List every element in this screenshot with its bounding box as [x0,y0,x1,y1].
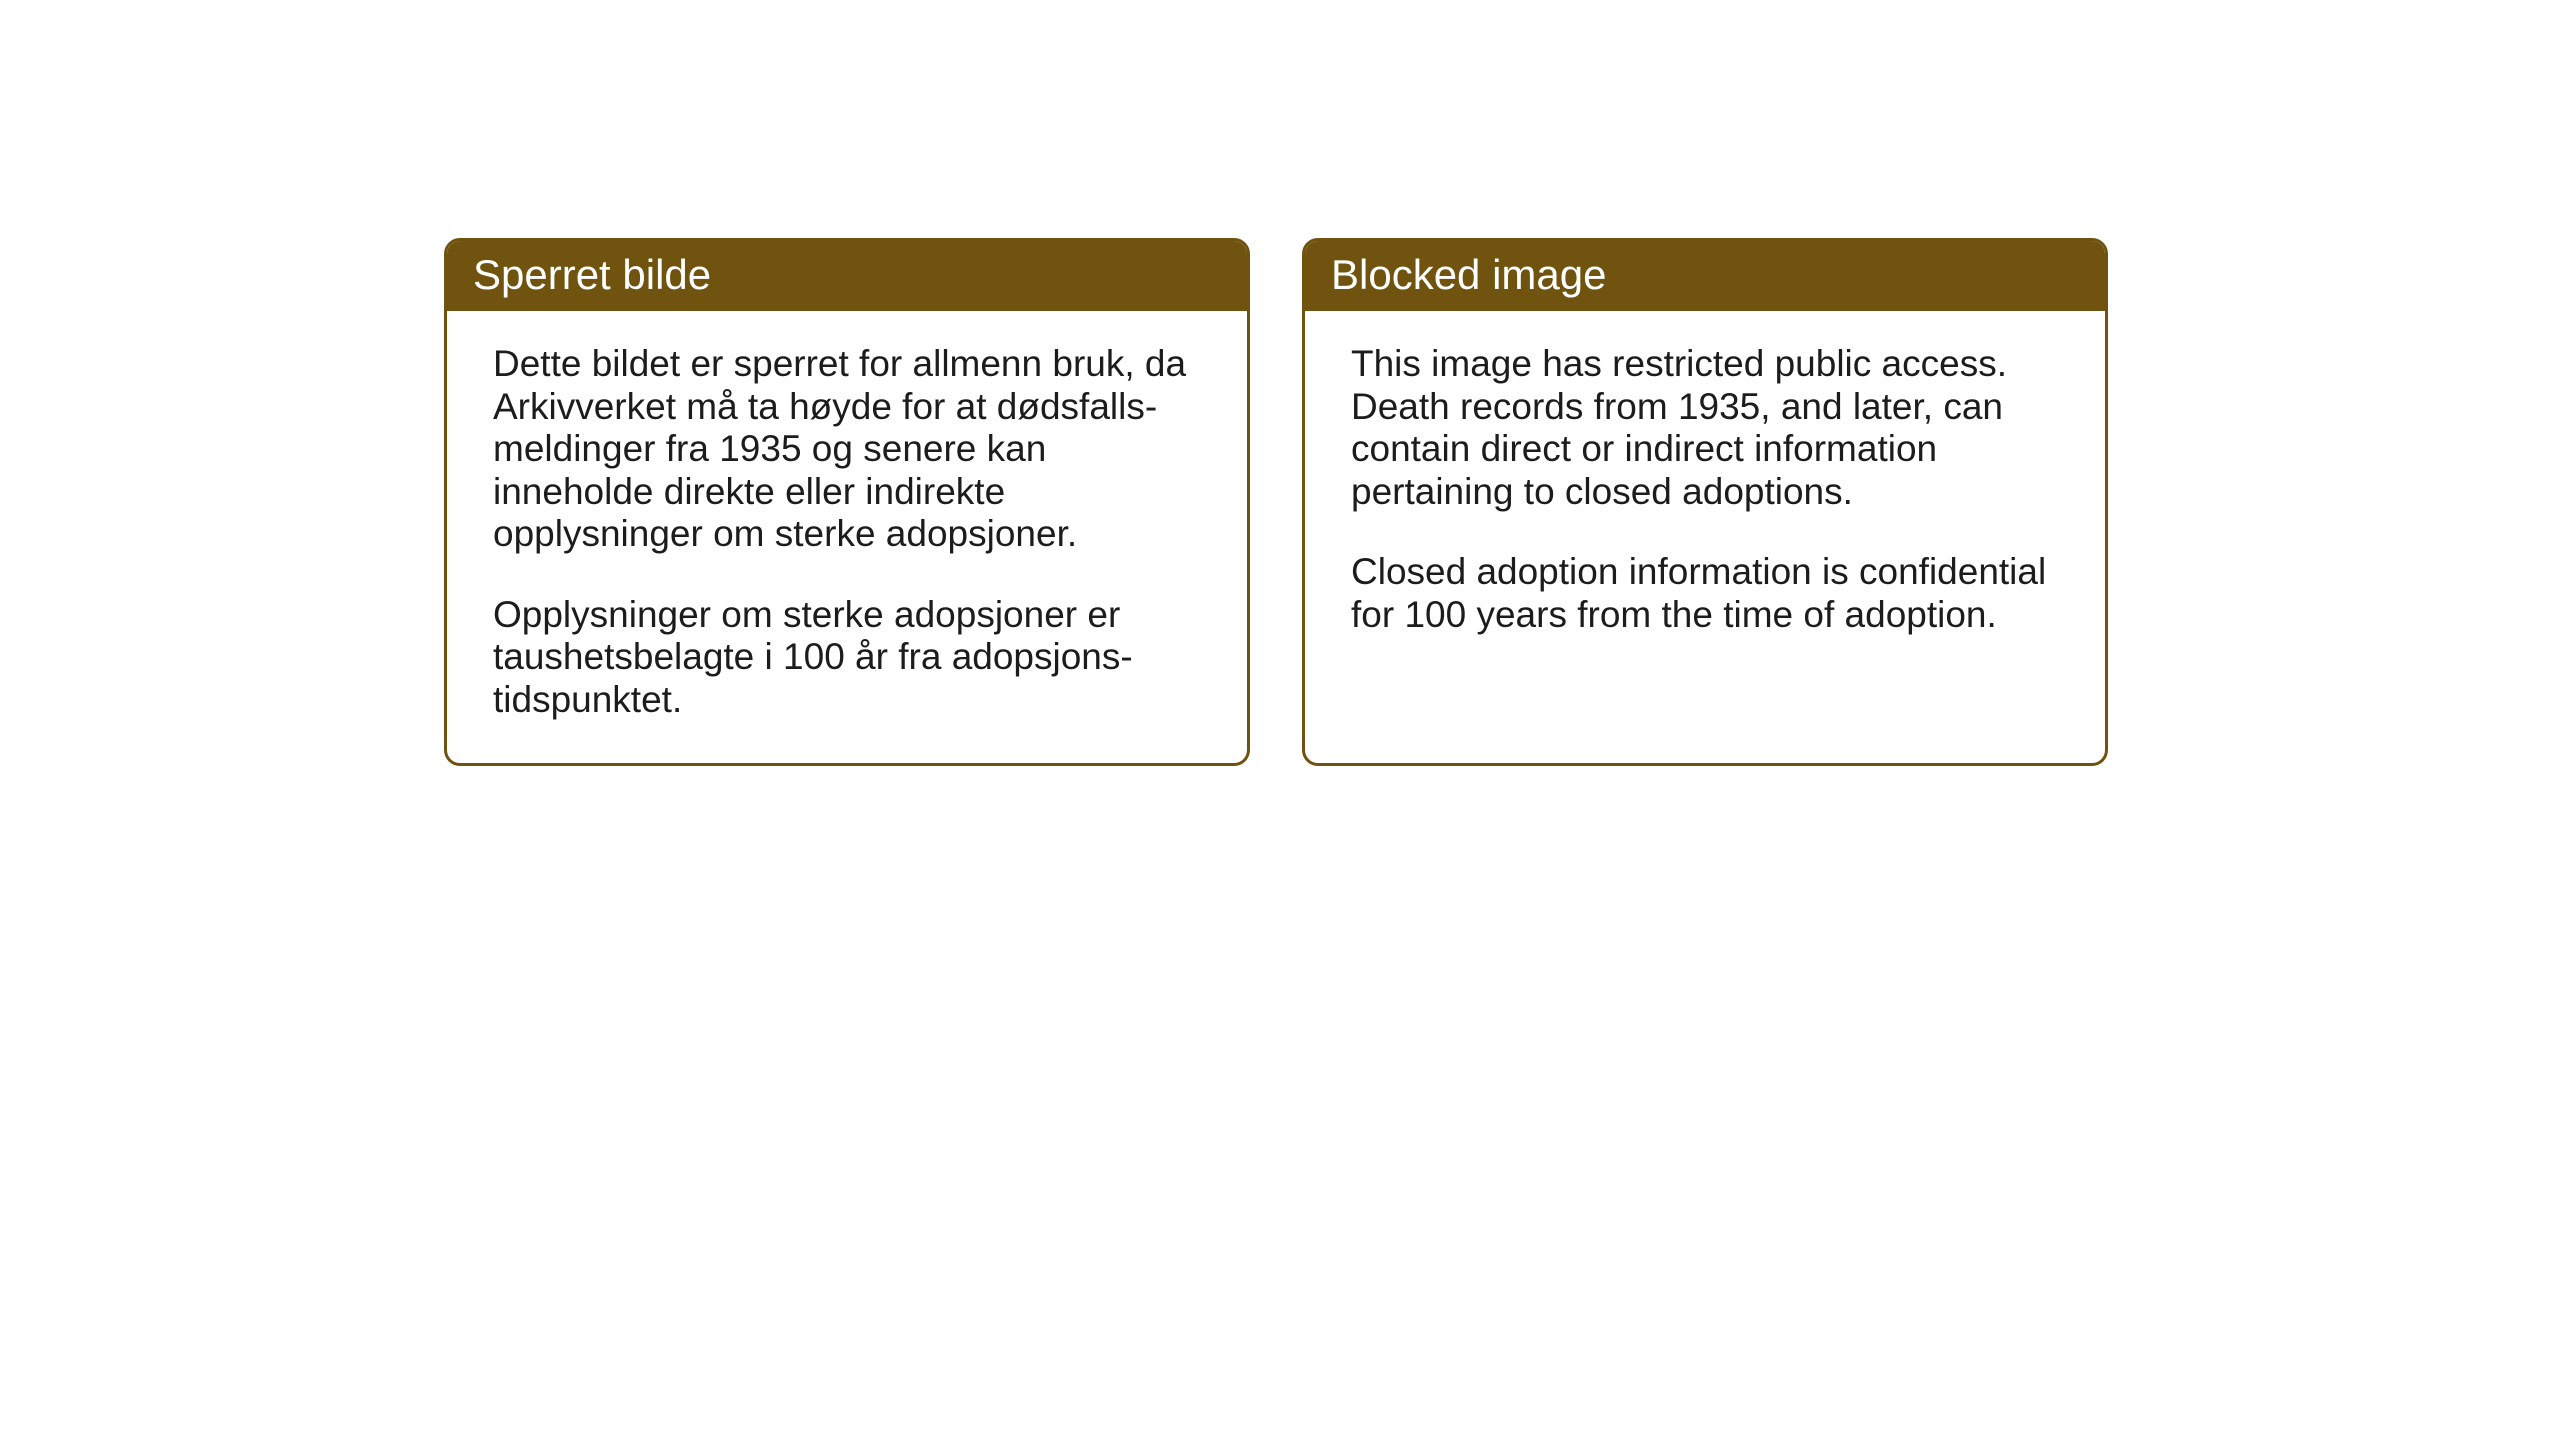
norwegian-card-title: Sperret bilde [447,241,1247,311]
norwegian-paragraph-1: Dette bildet er sperret for allmenn bruk… [493,343,1207,556]
english-paragraph-1: This image has restricted public access.… [1351,343,2065,513]
english-paragraph-2: Closed adoption information is confident… [1351,551,2065,636]
english-card-body: This image has restricted public access.… [1305,311,2105,678]
english-notice-card: Blocked image This image has restricted … [1302,238,2108,766]
norwegian-paragraph-2: Opplysninger om sterke adopsjoner er tau… [493,594,1207,722]
notice-container: Sperret bilde Dette bildet er sperret fo… [444,238,2108,766]
norwegian-notice-card: Sperret bilde Dette bildet er sperret fo… [444,238,1250,766]
norwegian-card-body: Dette bildet er sperret for allmenn bruk… [447,311,1247,763]
english-card-title: Blocked image [1305,241,2105,311]
